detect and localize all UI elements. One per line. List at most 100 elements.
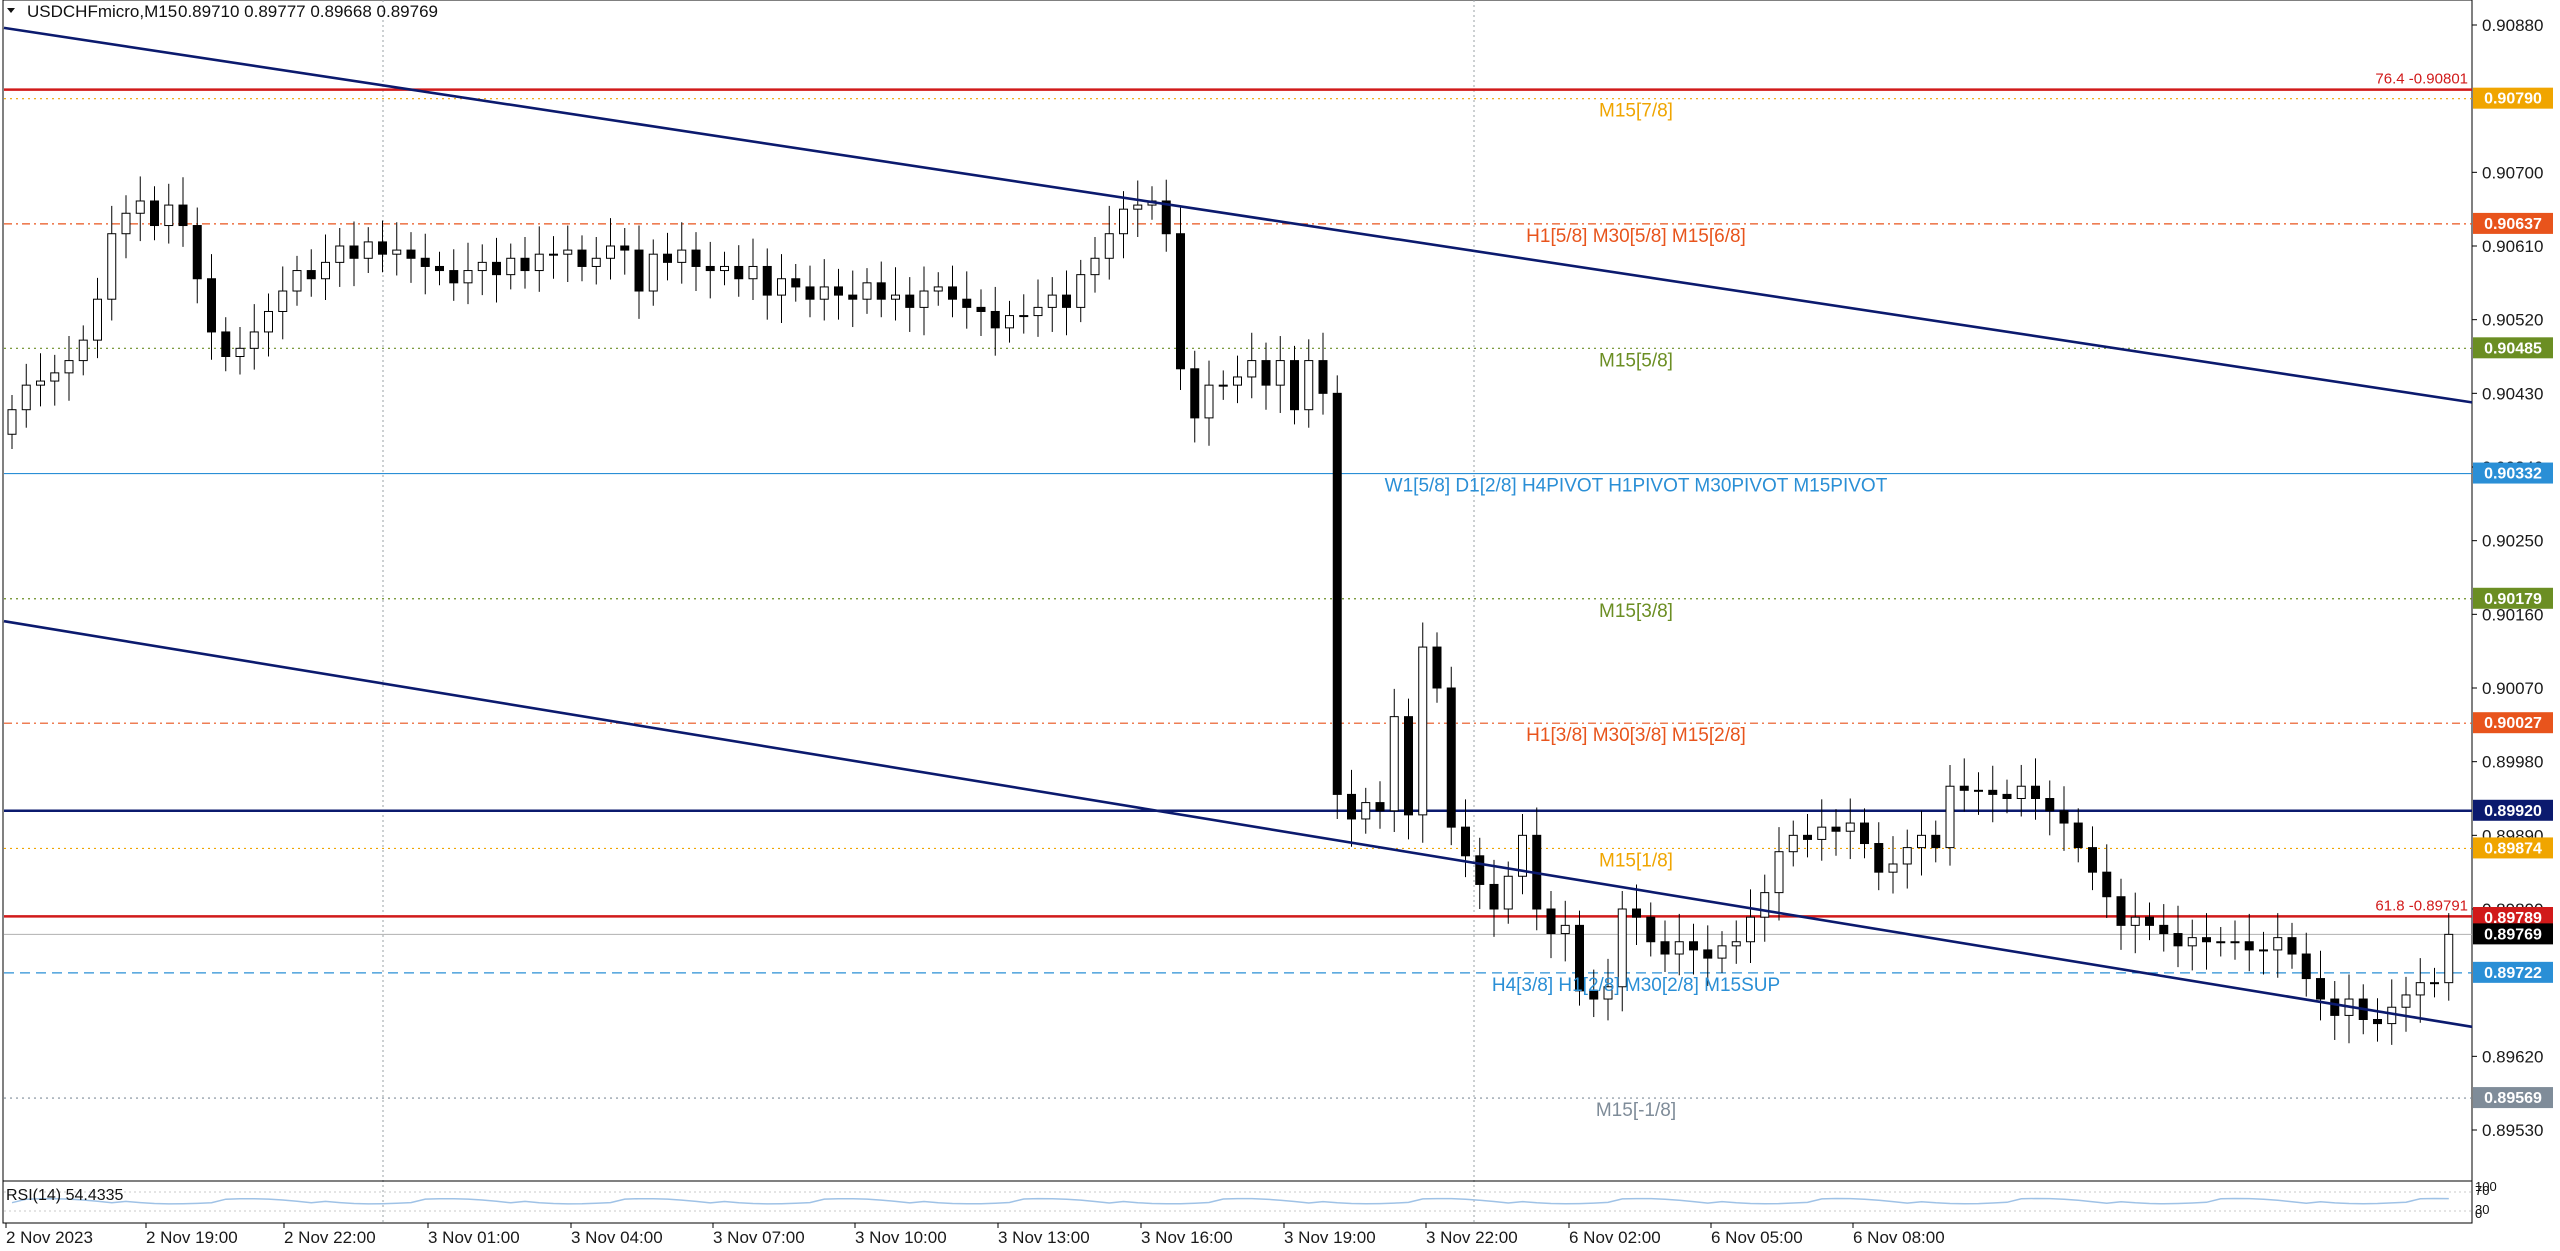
price-badge [2473,837,2553,859]
candle-body [292,270,302,292]
candle-body [948,286,957,300]
candle-body [848,294,858,300]
candle-body [549,253,558,256]
candle-body [463,270,473,284]
candle-body [2202,937,2211,943]
candle-body [1033,306,1043,317]
candle-body [135,200,145,214]
candle-body [534,253,544,272]
candle-body [1275,360,1285,386]
level-label: M15[7/8] [1599,101,1673,122]
candle-body [691,249,701,267]
candle-body [1974,789,1983,792]
time-tick-label: 3 Nov 07:00 [713,1228,805,1247]
candle-body [164,204,174,227]
candle-body [1076,274,1086,308]
price-tick-label: 0.90700 [2482,163,2543,182]
candle-body [1247,360,1257,378]
candle-body [1404,716,1413,816]
trendline[interactable] [3,26,2473,404]
candle-body [1062,294,1071,308]
candle-body [1689,941,1698,951]
candle-body [2273,937,2283,951]
candle-body [2244,941,2254,951]
level-label: H1[3/8] M30[3/8] M15[2/8] [1526,725,1746,746]
price-badge-value: 0.90332 [2484,466,2542,483]
candles [7,176,2454,1045]
candle-body [2031,785,2040,800]
candle-body [2259,949,2268,952]
candle-body [634,249,644,292]
time-tick-label: 6 Nov 05:00 [1711,1228,1803,1247]
fib-label: 61.8 -0.89791 [2375,897,2468,914]
price-badge-value: 0.90790 [2484,91,2542,108]
candle-body [1218,384,1228,387]
candle-body [1803,834,1812,840]
rsi-line [11,1197,2449,1205]
candle-body [1133,204,1143,210]
candle-body [378,241,387,255]
price-badge [2473,712,2553,734]
candle-body [221,331,231,358]
price-badge [2473,799,2553,821]
price-badge [2473,212,2553,234]
price-tick-label: 0.89530 [2482,1121,2543,1140]
price-badge-value: 0.90485 [2484,340,2542,357]
candle-body [150,200,159,227]
candle-body [1104,233,1114,259]
price-badge-value: 0.89874 [2484,840,2542,857]
candle-body [648,253,658,292]
candle-body [1161,200,1171,235]
price-tick-label: 0.90610 [2482,237,2543,256]
candle-body [933,286,943,292]
candle-body [1176,233,1185,370]
candle-body [1845,822,1855,832]
collapse-triangle-icon[interactable] [7,8,15,13]
time-tick-label: 2 Nov 22:00 [284,1228,376,1247]
price-badge [2473,87,2553,109]
trendline[interactable] [3,619,2473,1029]
price-badges: 0.90790 0.90637 0.90485 0.90332 0.90179 0.900… [2473,87,2553,1109]
candle-body [677,249,687,263]
candle-body [2016,785,2026,800]
candle-body [1817,826,1827,840]
candle-body [406,249,416,259]
candle-body [392,249,402,255]
price-badge-value: 0.90179 [2484,591,2542,608]
candle-body [2316,978,2325,1000]
candle-body [2430,982,2439,985]
time-tick-label: 3 Nov 22:00 [1426,1228,1518,1247]
candle-body [1660,941,1670,955]
candle-body [862,282,872,300]
price-badge [2473,907,2553,929]
price-tick-label: 0.90250 [2482,532,2543,551]
price-badge-value: 0.89769 [2484,926,2542,943]
candle-body [1005,315,1014,329]
rsi-scale-label: 70 [2475,1183,2489,1198]
candle-body [1774,851,1784,894]
candle-body [1831,826,1841,832]
candle-body [492,261,501,276]
trendlines[interactable] [3,26,2473,1029]
price-tick-label: 0.90430 [2482,384,2543,403]
candle-body [93,298,102,341]
chart-grid [2,0,2473,1224]
candle-body [1546,908,1556,935]
candle-body [563,249,573,255]
price-badge [2473,923,2553,945]
candle-body [1489,883,1499,910]
ohlc-values: 0.89710 0.89777 0.89668 0.89769 [178,2,438,21]
candle-body [2002,793,2012,800]
price-badge [2473,961,2553,983]
candle-body [1047,294,1057,308]
candle-body [748,265,758,280]
candle-body [21,384,31,411]
candle-body [663,253,672,263]
price-badge [2473,1087,2553,1109]
candle-body [1190,368,1200,419]
candle-body [335,245,345,263]
candle-body [1375,802,1385,812]
candle-body [577,249,587,267]
candle-body [1019,315,1029,318]
